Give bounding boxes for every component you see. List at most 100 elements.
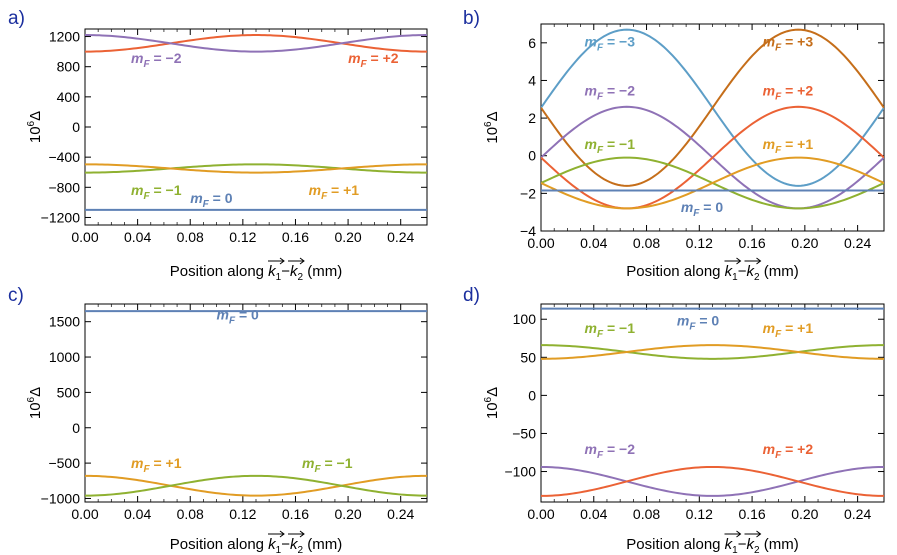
curve-label-m: m	[585, 136, 597, 152]
x-axis-title-k2: k	[290, 263, 299, 280]
curve-label-value: = −2	[603, 83, 635, 99]
x-axis-title-sub1: 1	[276, 545, 282, 555]
x-axis-title-suffix: (mm)	[760, 263, 799, 280]
curve-label: mF = +1	[763, 320, 814, 340]
panel-d: d) 0.00 0.04 0.08 0.12 0.16 0.20 0.24 100 50 0 −50 −…	[463, 285, 885, 555]
x-axis-title-k1: k	[725, 263, 734, 280]
x-tick-label: 0.04	[124, 229, 151, 245]
y-axis-title-exp: 6	[26, 120, 37, 126]
vector-arrow-k1-icon	[268, 530, 285, 538]
y-tick-label: 0	[528, 387, 536, 403]
curve-label-sub: F	[597, 43, 604, 54]
x-tick-label: 0.16	[282, 506, 309, 522]
x-tick-label: 0.04	[580, 506, 607, 522]
series-line	[541, 156, 884, 210]
curve-label-value: = −3	[603, 34, 635, 50]
y-tick-label: 4	[528, 72, 536, 88]
curve-label-value: = +2	[367, 50, 399, 66]
x-tick-label: 0.16	[738, 506, 765, 522]
series-line	[85, 163, 427, 174]
curve-label: mF = 0	[190, 190, 233, 210]
series-line	[541, 344, 884, 360]
curve-label-m: m	[763, 136, 775, 152]
curve-label: mF = +1	[763, 136, 814, 156]
x-axis-title-sub2: 2	[754, 545, 760, 555]
curve-label-sub: F	[689, 321, 696, 332]
x-axis-title: Position along k1−k2 (mm)	[626, 263, 798, 283]
x-tick-label: 0.20	[791, 506, 818, 522]
x-tick-label: 0.08	[633, 235, 660, 251]
x-tick-label: 0.20	[334, 506, 361, 522]
x-tick-label: 0.00	[527, 506, 554, 522]
curve-label-value: = 0	[235, 307, 259, 323]
curve-label-sub: F	[314, 464, 321, 475]
curve-label-sub: F	[775, 145, 782, 156]
curve-label: mF = −2	[585, 441, 636, 461]
x-axis-title-sub1: 1	[276, 272, 282, 283]
x-tick-label: 0.16	[738, 235, 765, 251]
curve-label: mF = −2	[131, 50, 182, 70]
panel-c: c) 0.00 0.04 0.08 0.12 0.16 0.20 0.24 1500 1000 50…	[8, 285, 428, 555]
y-tick-label: 1000	[49, 349, 80, 365]
y-tick-label: −4	[520, 223, 536, 239]
x-tick-label: 0.08	[633, 506, 660, 522]
y-tick-label: −2	[520, 185, 536, 201]
x-axis-title-k1: k	[268, 263, 277, 280]
curve-label-sub: F	[775, 329, 782, 340]
curve-label-value: = +1	[327, 182, 359, 198]
y-tick-label: 6	[528, 35, 536, 51]
y-tick-label: 400	[57, 89, 81, 105]
x-axis-title-sub1: 1	[732, 272, 738, 283]
y-axis-title-delta: Δ	[484, 111, 501, 121]
curve-label-value: = +1	[781, 320, 813, 336]
curve-label: mF = −2	[585, 83, 636, 103]
curve-label-m: m	[302, 455, 314, 471]
curve-label-m: m	[763, 320, 775, 336]
curve-label-sub: F	[597, 329, 604, 340]
x-axis-title-prefix: Position along	[626, 536, 724, 553]
x-tick-label: 0.24	[387, 506, 414, 522]
x-axis-title-k2: k	[747, 536, 756, 553]
curve-label-value: = −1	[603, 320, 635, 336]
x-axis-title-k1: k	[268, 536, 277, 553]
x-axis-title-suffix: (mm)	[303, 536, 342, 553]
x-axis-title-suffix: (mm)	[760, 536, 799, 553]
curve-label-value: = −1	[150, 182, 182, 198]
x-axis-title-sub2: 2	[298, 545, 304, 555]
curve-label: mF = 0	[677, 312, 720, 332]
y-axis-title-delta: Δ	[27, 387, 44, 397]
curve-label: mF = +1	[131, 455, 182, 475]
y-tick-label: −1200	[41, 209, 81, 225]
curve-label-m: m	[585, 320, 597, 336]
panel-label: a)	[8, 8, 25, 29]
x-axis-title-minus: −	[281, 263, 290, 280]
y-axis-title: 106Δ	[483, 111, 501, 143]
curve-label-sub: F	[775, 92, 782, 103]
panel-a: a) 0.00 0.04 0.08 0.12 0.16 0.20 0.24 1200 800 400…	[8, 8, 428, 283]
vector-arrow-k1-icon	[268, 257, 285, 265]
vector-arrow-k2-icon	[288, 257, 305, 265]
x-axis-title-sub2: 2	[298, 272, 304, 283]
curve-label-sub: F	[143, 191, 150, 202]
x-axis-title-minus: −	[738, 263, 747, 280]
x-axis-title-k2: k	[290, 536, 299, 553]
series-line	[541, 465, 884, 497]
curve-label: mF = +3	[763, 34, 814, 54]
vector-arrow-k2-icon	[744, 257, 762, 265]
vector-arrow-k1-icon	[724, 530, 742, 538]
curve-label-value: = 0	[209, 190, 233, 206]
y-tick-label: 50	[520, 349, 536, 365]
y-axis-title-exp: 6	[26, 396, 37, 402]
curve-label: mF = −1	[302, 455, 353, 475]
curve-label: mF = −1	[585, 320, 636, 340]
curve-label-sub: F	[597, 450, 604, 461]
curve-label-value: = +1	[781, 136, 813, 152]
panel-label: c)	[8, 285, 24, 306]
x-tick-label: 0.00	[71, 229, 98, 245]
curve-label-m: m	[585, 34, 597, 50]
y-axis-title-base: 10	[484, 127, 501, 144]
y-tick-label: 0	[72, 420, 80, 436]
x-axis-title-prefix: Position along	[170, 536, 268, 553]
curve-label-m: m	[681, 199, 693, 215]
curve-label-m: m	[763, 441, 775, 457]
